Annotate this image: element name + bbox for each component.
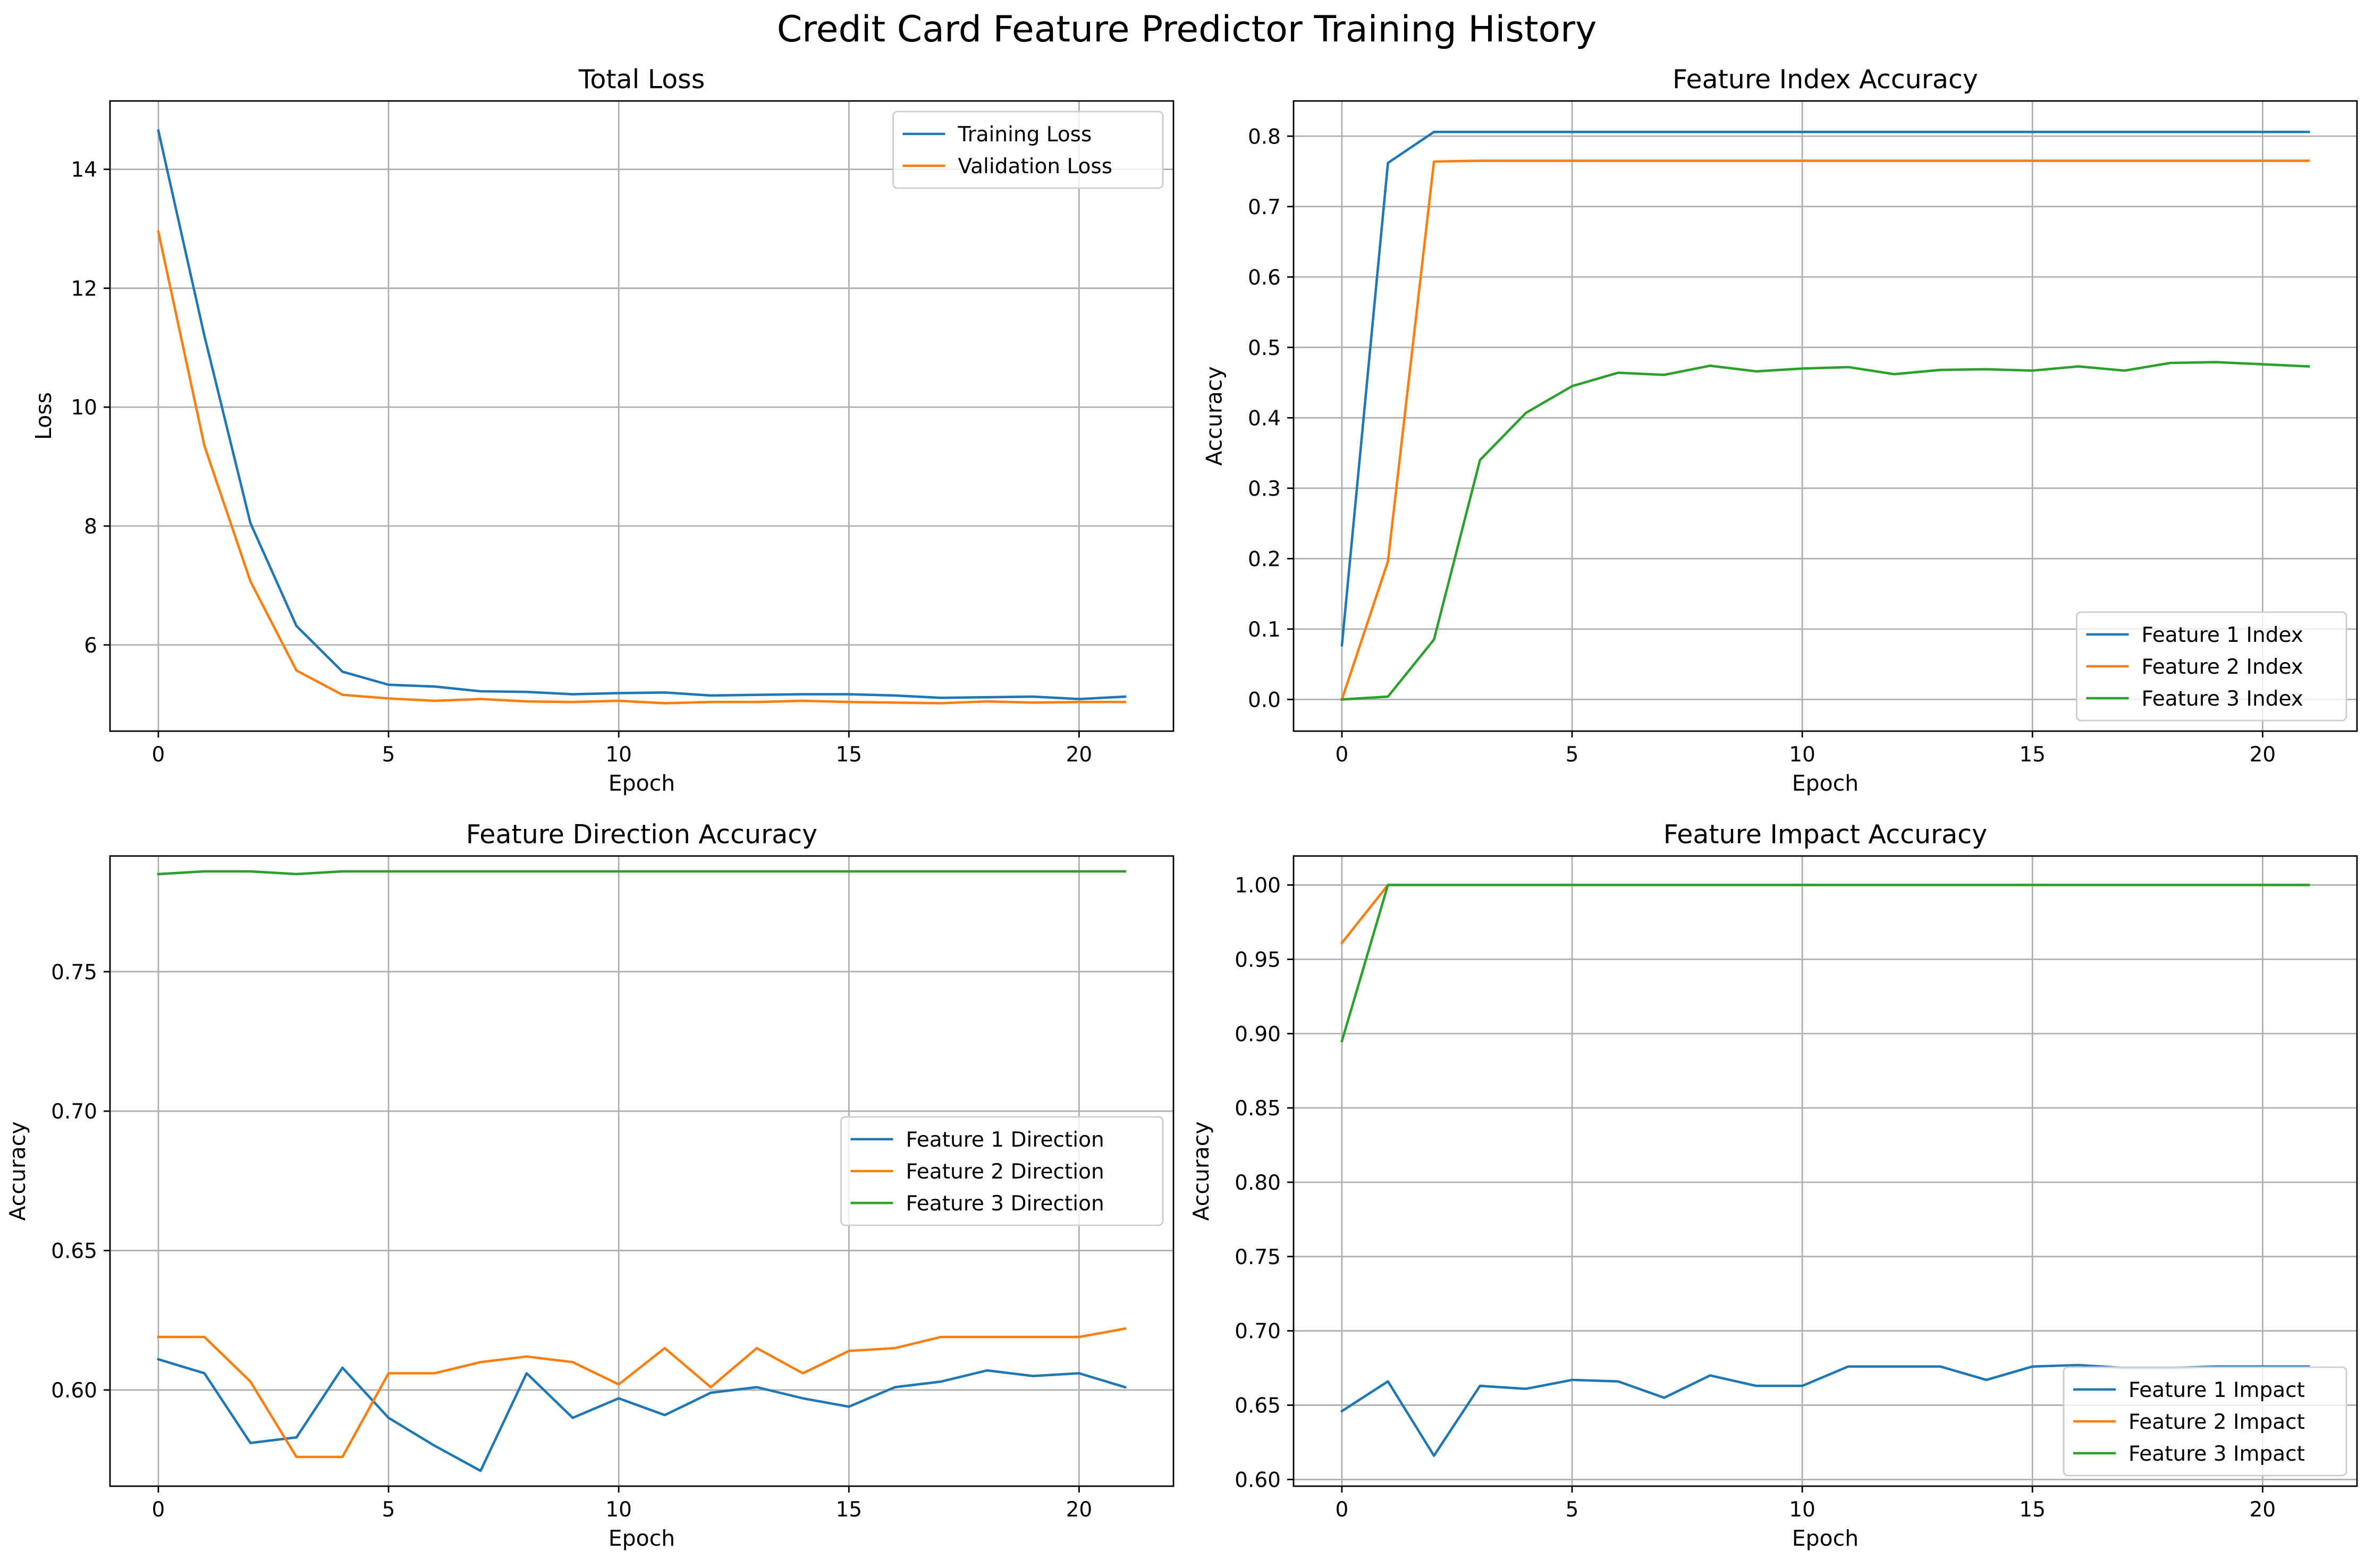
feature-impact-accuracy-ytick-label: 0.60 bbox=[1235, 1468, 1281, 1492]
feature-index-accuracy-xlabel: Epoch bbox=[1792, 770, 1859, 796]
feature-index-accuracy-xtick-label: 5 bbox=[1566, 743, 1579, 767]
feature-index-accuracy-ytick-label: 0.5 bbox=[1248, 336, 1281, 360]
total-loss-xtick-label: 5 bbox=[382, 743, 395, 767]
feature-direction-accuracy-ytick-label: 0.70 bbox=[51, 1100, 97, 1124]
feature-index-accuracy-legend-box bbox=[2076, 611, 2347, 722]
feature-impact-accuracy-ytick-label: 0.95 bbox=[1235, 948, 1281, 972]
total-loss-xtick-label: 15 bbox=[835, 743, 862, 767]
feature-impact-accuracy-title: Feature Impact Accuracy bbox=[1663, 819, 1988, 850]
feature-index-accuracy-xtick-label: 10 bbox=[1789, 743, 1815, 767]
feature-index-accuracy-ytick-label: 0.6 bbox=[1248, 266, 1281, 290]
feature-index-accuracy-ytick-label: 0.8 bbox=[1248, 125, 1281, 149]
feature-index-accuracy-ytick-label: 0.7 bbox=[1248, 196, 1281, 219]
feature-impact-accuracy-axes-frame bbox=[1292, 855, 2358, 1487]
total-loss-xlabel: Epoch bbox=[609, 770, 675, 796]
feature-index-accuracy-xtick-label: 20 bbox=[2250, 743, 2276, 767]
feature-index-accuracy-series-line-1 bbox=[1340, 131, 2310, 647]
figure-suptitle: Credit Card Feature Predictor Training H… bbox=[777, 9, 1597, 50]
feature-impact-accuracy-ytick-label: 0.80 bbox=[1235, 1171, 1281, 1195]
feature-direction-accuracy-xtick-label: 10 bbox=[605, 1498, 632, 1522]
feature-index-accuracy-axes-frame bbox=[1292, 100, 2358, 732]
feature-direction-accuracy-title: Feature Direction Accuracy bbox=[466, 819, 817, 850]
total-loss-ytick-label: 10 bbox=[71, 396, 97, 420]
feature-impact-accuracy-series-line-3 bbox=[1340, 884, 2310, 1043]
feature-impact-accuracy-ytick-label: 1.00 bbox=[1235, 874, 1281, 898]
total-loss-xtick-label: 10 bbox=[605, 743, 632, 767]
feature-impact-accuracy-ytick-label: 0.70 bbox=[1235, 1320, 1281, 1344]
feature-index-accuracy-ytick-label: 0.1 bbox=[1248, 618, 1281, 642]
feature-direction-accuracy-axes-frame bbox=[109, 855, 1175, 1487]
total-loss-xtick-label: 0 bbox=[152, 743, 165, 767]
feature-impact-accuracy-panel: 0 5 10 15 20 0.60 0.65 0.70 0.75 0.80 0.85 0.90 0.95… bbox=[1188, 819, 2358, 1551]
feature-direction-accuracy-ytick-label: 0.75 bbox=[51, 961, 97, 985]
total-loss-legend-box bbox=[892, 111, 1164, 189]
feature-direction-accuracy-series-line-1 bbox=[157, 1358, 1127, 1472]
feature-index-accuracy-ytick-label: 0.4 bbox=[1248, 406, 1281, 430]
feature-impact-accuracy-xlabel: Epoch bbox=[1792, 1525, 1859, 1551]
feature-direction-accuracy-legend: Feature 1 Direction Feature 2 Direction Fe… bbox=[840, 1116, 1164, 1226]
total-loss-panel: 0 5 10 15 20 6 8 10 12 14 Total Loss Epoch Loss Train… bbox=[31, 64, 1175, 796]
total-loss-series-line-2 bbox=[157, 230, 1127, 705]
feature-index-accuracy-ylabel: Accuracy bbox=[1202, 366, 1227, 465]
total-loss-ytick-label: 8 bbox=[84, 515, 97, 539]
total-loss-title: Total Loss bbox=[578, 64, 705, 95]
feature-direction-accuracy-xtick-label: 20 bbox=[1066, 1498, 1093, 1522]
feature-impact-accuracy-legend: Feature 1 Impact Feature 2 Impact Feature … bbox=[2063, 1366, 2347, 1477]
feature-direction-accuracy-legend-label-2: Feature 2 Direction bbox=[906, 1160, 1104, 1184]
total-loss-legend-label-1: Training Loss bbox=[958, 123, 1092, 147]
feature-direction-accuracy-series-line-2 bbox=[157, 1327, 1127, 1459]
feature-direction-accuracy-ytick-label: 0.65 bbox=[51, 1240, 97, 1264]
feature-index-accuracy-legend-label-2: Feature 2 Index bbox=[2142, 655, 2303, 679]
feature-impact-accuracy-legend-label-1: Feature 1 Impact bbox=[2128, 1378, 2305, 1402]
feature-direction-accuracy-xtick-label: 5 bbox=[382, 1498, 395, 1522]
total-loss-ytick-label: 14 bbox=[71, 158, 97, 182]
feature-index-accuracy-xtick-label: 15 bbox=[2019, 743, 2046, 767]
feature-index-accuracy-panel: 0 5 10 15 20 0.0 0.1 0.2 0.3 0.4 0.5 0.6 0.7 0.8 Featu… bbox=[1202, 64, 2358, 796]
feature-direction-accuracy-xlabel: Epoch bbox=[609, 1525, 675, 1551]
feature-impact-accuracy-xtick-label: 15 bbox=[2019, 1498, 2046, 1522]
feature-impact-accuracy-ylabel: Accuracy bbox=[1188, 1121, 1214, 1221]
feature-index-accuracy-xtick-label: 0 bbox=[1336, 743, 1349, 767]
feature-index-accuracy-ytick-label: 0.0 bbox=[1248, 688, 1281, 712]
feature-direction-accuracy-ytick-label: 0.60 bbox=[51, 1379, 97, 1403]
feature-impact-accuracy-ytick-label: 0.85 bbox=[1235, 1097, 1281, 1121]
feature-impact-accuracy-legend-box bbox=[2063, 1366, 2347, 1477]
feature-index-accuracy-legend: Feature 1 Index Feature 2 Index Feature 3 … bbox=[2076, 611, 2347, 722]
feature-direction-accuracy-xtick-label: 15 bbox=[835, 1498, 862, 1522]
feature-direction-accuracy-panel: 0 5 10 15 20 0.60 0.65 0.70 0.75 Feature Directio… bbox=[5, 819, 1175, 1551]
feature-impact-accuracy-ytick-label: 0.65 bbox=[1235, 1394, 1281, 1418]
total-loss-ylabel: Loss bbox=[31, 392, 56, 440]
feature-index-accuracy-series-line-2 bbox=[1340, 159, 2310, 701]
feature-impact-accuracy-xtick-label: 20 bbox=[2250, 1498, 2276, 1522]
feature-impact-accuracy-xtick-label: 10 bbox=[1789, 1498, 1815, 1522]
feature-direction-accuracy-ylabel: Accuracy bbox=[5, 1121, 30, 1221]
feature-impact-accuracy-xtick-label: 0 bbox=[1336, 1498, 1349, 1522]
feature-index-accuracy-ytick-label: 0.3 bbox=[1248, 477, 1281, 501]
total-loss-series-line-1 bbox=[157, 129, 1127, 700]
feature-index-accuracy-series-line-3 bbox=[1340, 361, 2310, 701]
feature-index-accuracy-legend-label-3: Feature 3 Index bbox=[2142, 687, 2303, 711]
total-loss-legend: Training Loss Validation Loss bbox=[892, 111, 1164, 189]
feature-impact-accuracy-legend-label-2: Feature 2 Impact bbox=[2128, 1410, 2305, 1434]
feature-impact-accuracy-ytick-label: 0.75 bbox=[1235, 1245, 1281, 1269]
total-loss-ytick-label: 6 bbox=[84, 634, 97, 658]
feature-impact-accuracy-ytick-label: 0.90 bbox=[1235, 1022, 1281, 1046]
feature-direction-accuracy-legend-label-3: Feature 3 Direction bbox=[906, 1192, 1104, 1216]
total-loss-axes-frame bbox=[109, 100, 1175, 732]
feature-index-accuracy-title: Feature Index Accuracy bbox=[1672, 64, 1978, 95]
total-loss-xtick-label: 20 bbox=[1066, 743, 1093, 767]
feature-impact-accuracy-xtick-label: 5 bbox=[1566, 1498, 1579, 1522]
feature-index-accuracy-legend-label-1: Feature 1 Index bbox=[2142, 623, 2303, 647]
feature-direction-accuracy-series-line-3 bbox=[157, 870, 1127, 876]
total-loss-legend-label-2: Validation Loss bbox=[958, 155, 1113, 179]
total-loss-ytick-label: 12 bbox=[71, 277, 97, 301]
feature-impact-accuracy-legend-label-3: Feature 3 Impact bbox=[2128, 1442, 2305, 1466]
feature-direction-accuracy-legend-label-1: Feature 1 Direction bbox=[906, 1128, 1104, 1152]
feature-direction-accuracy-legend-box bbox=[840, 1116, 1164, 1226]
subplot-grid: 0 5 10 15 20 6 8 10 12 14 Total Loss Epoch Loss Train… bbox=[5, 64, 2358, 1551]
feature-direction-accuracy-xtick-label: 0 bbox=[152, 1498, 165, 1522]
feature-index-accuracy-ytick-label: 0.2 bbox=[1248, 547, 1281, 571]
